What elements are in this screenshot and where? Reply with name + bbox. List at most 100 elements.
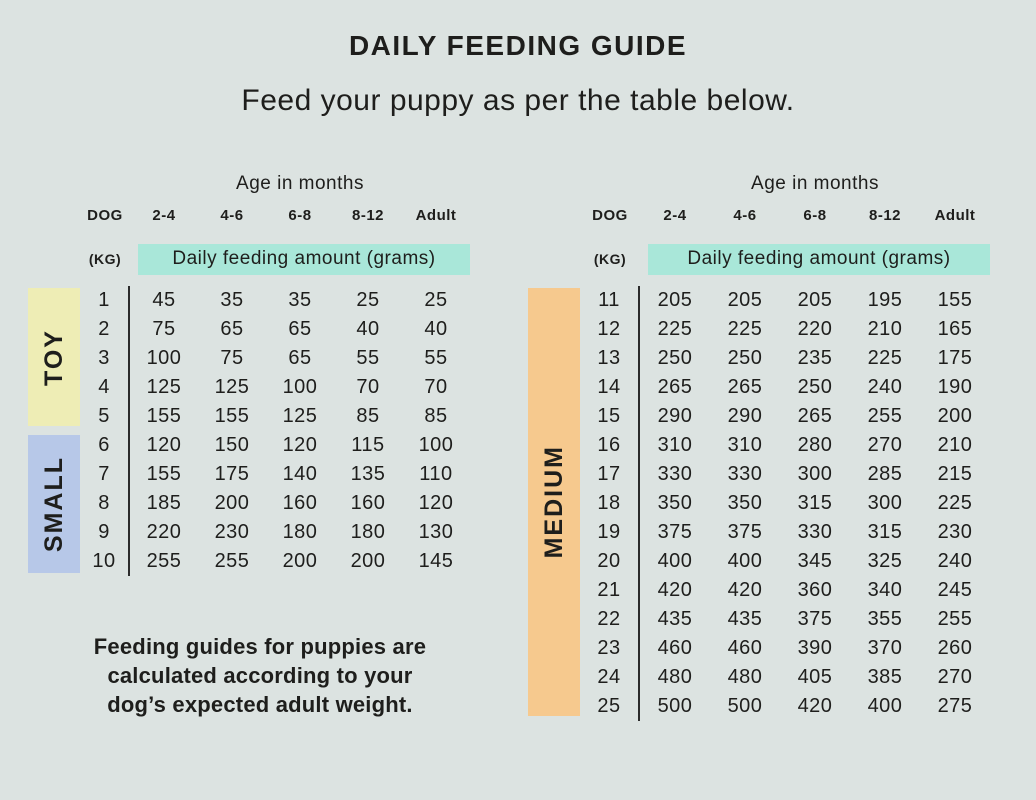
- feeding-amount-4-6: 175: [214, 463, 250, 485]
- feeding-amount-2-4: 255: [146, 550, 182, 572]
- feeding-amount-8-12: 385: [867, 666, 903, 688]
- feeding-amount-6-8: 65: [288, 347, 312, 369]
- table-row: 22 435 435 375 355 255: [580, 605, 990, 634]
- table-row: 9 220 230 180 180 130: [80, 518, 480, 547]
- feeding-amount-8-12: 300: [867, 492, 903, 514]
- feeding-amount-4-6: 35: [220, 289, 244, 311]
- feeding-amount-4-6: 310: [727, 434, 763, 456]
- feeding-amount-8-12: 135: [350, 463, 386, 485]
- feeding-amount-2-4: 205: [657, 289, 693, 311]
- kg-value: 3: [80, 344, 130, 373]
- feeding-amount-4-6: 225: [727, 318, 763, 340]
- feeding-amount-4-6: 500: [727, 695, 763, 717]
- table-body: MEDIUM 11 205 205 205 195 155 12 225 225…: [528, 286, 990, 721]
- feeding-amount-adult: 110: [419, 463, 453, 485]
- feeding-amount-2-4: 460: [657, 637, 693, 659]
- kg-unit-header: (KG): [593, 251, 627, 267]
- kg-value: 20: [580, 547, 640, 576]
- kg-value: 23: [580, 634, 640, 663]
- age-col-header-8-12: 8-12: [351, 206, 385, 224]
- kg-value: 18: [580, 489, 640, 518]
- age-axis-row: Age in months: [528, 168, 990, 200]
- feeding-amount-adult: 85: [424, 405, 448, 427]
- feeding-amount-2-4: 400: [657, 550, 693, 572]
- kg-value: 13: [580, 344, 640, 373]
- feeding-amount-2-4: 100: [146, 347, 182, 369]
- kg-value: 12: [580, 315, 640, 344]
- age-col-header-6-8: 6-8: [288, 206, 312, 224]
- feeding-amount-6-8: 125: [282, 405, 318, 427]
- size-category-label: SMALL: [39, 455, 68, 553]
- kg-value: 24: [580, 663, 640, 692]
- page-subtitle: Feed your puppy as per the table below.: [241, 84, 795, 117]
- kg-value: 25: [580, 692, 640, 721]
- feeding-amount-2-4: 75: [152, 318, 176, 340]
- age-col-header-8-12: 8-12: [868, 206, 902, 224]
- feeding-amount-adult: 245: [937, 579, 973, 601]
- feeding-amount-6-8: 390: [797, 637, 833, 659]
- feeding-amount-8-12: 40: [356, 318, 380, 340]
- feeding-amount-6-8: 360: [797, 579, 833, 601]
- feeding-amount-6-8: 250: [797, 376, 833, 398]
- feeding-amount-8-12: 355: [867, 608, 903, 630]
- feeding-amount-adult: 175: [937, 347, 973, 369]
- feeding-amount-4-6: 150: [214, 434, 250, 456]
- kg-value: 11: [580, 286, 640, 315]
- footnote-line-1: Feeding guides for puppies are: [93, 634, 427, 659]
- table-row: 25 500 500 420 400 275: [580, 692, 990, 721]
- feeding-amount-adult: 275: [937, 695, 973, 717]
- table-rows: 1 45 35 35 25 25 2 75 65 65 40 40 3 100 …: [80, 286, 480, 576]
- kg-value: 4: [80, 373, 130, 402]
- feeding-amount-4-6: 480: [727, 666, 763, 688]
- feeding-amount-adult: 155: [937, 289, 973, 311]
- table-row: 23 460 460 390 370 260: [580, 634, 990, 663]
- feeding-amount-6-8: 345: [797, 550, 833, 572]
- feeding-amount-8-12: 370: [867, 637, 903, 659]
- feeding-amount-8-12: 115: [351, 434, 385, 456]
- feeding-amount-4-6: 290: [727, 405, 763, 427]
- feeding-amount-adult: 145: [418, 550, 454, 572]
- feeding-amount-4-6: 330: [727, 463, 763, 485]
- feeding-amount-8-12: 225: [867, 347, 903, 369]
- feeding-amount-adult: 260: [937, 637, 973, 659]
- feeding-amount-2-4: 480: [657, 666, 693, 688]
- amount-header-row: (KG) Daily feeding amount (grams): [528, 242, 990, 276]
- kg-value: 15: [580, 402, 640, 431]
- feeding-amount-6-8: 160: [282, 492, 318, 514]
- feeding-amount-4-6: 375: [727, 521, 763, 543]
- kg-value: 19: [580, 518, 640, 547]
- age-col-header-4-6: 4-6: [733, 206, 757, 224]
- feeding-amount-2-4: 45: [152, 289, 176, 311]
- feeding-amount-4-6: 125: [214, 376, 250, 398]
- feeding-amount-8-12: 210: [867, 318, 903, 340]
- feeding-amount-4-6: 205: [727, 289, 763, 311]
- feeding-amount-adult: 230: [937, 521, 973, 543]
- size-category-box: MEDIUM: [528, 288, 580, 716]
- kg-value: 10: [80, 547, 130, 576]
- feeding-amount-8-12: 55: [356, 347, 380, 369]
- kg-value: 21: [580, 576, 640, 605]
- table-row: 19 375 375 330 315 230: [580, 518, 990, 547]
- kg-value: 14: [580, 373, 640, 402]
- feeding-amount-8-12: 85: [356, 405, 380, 427]
- feeding-amount-4-6: 250: [727, 347, 763, 369]
- feeding-amount-4-6: 155: [214, 405, 250, 427]
- feeding-amount-adult: 210: [937, 434, 973, 456]
- age-col-header-2-4: 2-4: [663, 206, 687, 224]
- table-row: 13 250 250 235 225 175: [580, 344, 990, 373]
- table-row: 20 400 400 345 325 240: [580, 547, 990, 576]
- feeding-amount-2-4: 420: [657, 579, 693, 601]
- feeding-amount-2-4: 155: [146, 405, 182, 427]
- feeding-amount-adult: 215: [937, 463, 973, 485]
- feeding-amount-adult: 130: [418, 521, 454, 543]
- kg-value: 6: [80, 431, 130, 460]
- feeding-amount-6-8: 205: [797, 289, 833, 311]
- table-row: 24 480 480 405 385 270: [580, 663, 990, 692]
- feeding-amount-6-8: 120: [282, 434, 318, 456]
- size-category-box: TOY: [28, 288, 80, 426]
- size-category-box: SMALL: [28, 435, 80, 573]
- feeding-table-toy-small: Age in months DOG 2-4 4-6 6-8 8-12 Adult…: [28, 168, 480, 576]
- feeding-amount-4-6: 65: [220, 318, 244, 340]
- table-row: 14 265 265 250 240 190: [580, 373, 990, 402]
